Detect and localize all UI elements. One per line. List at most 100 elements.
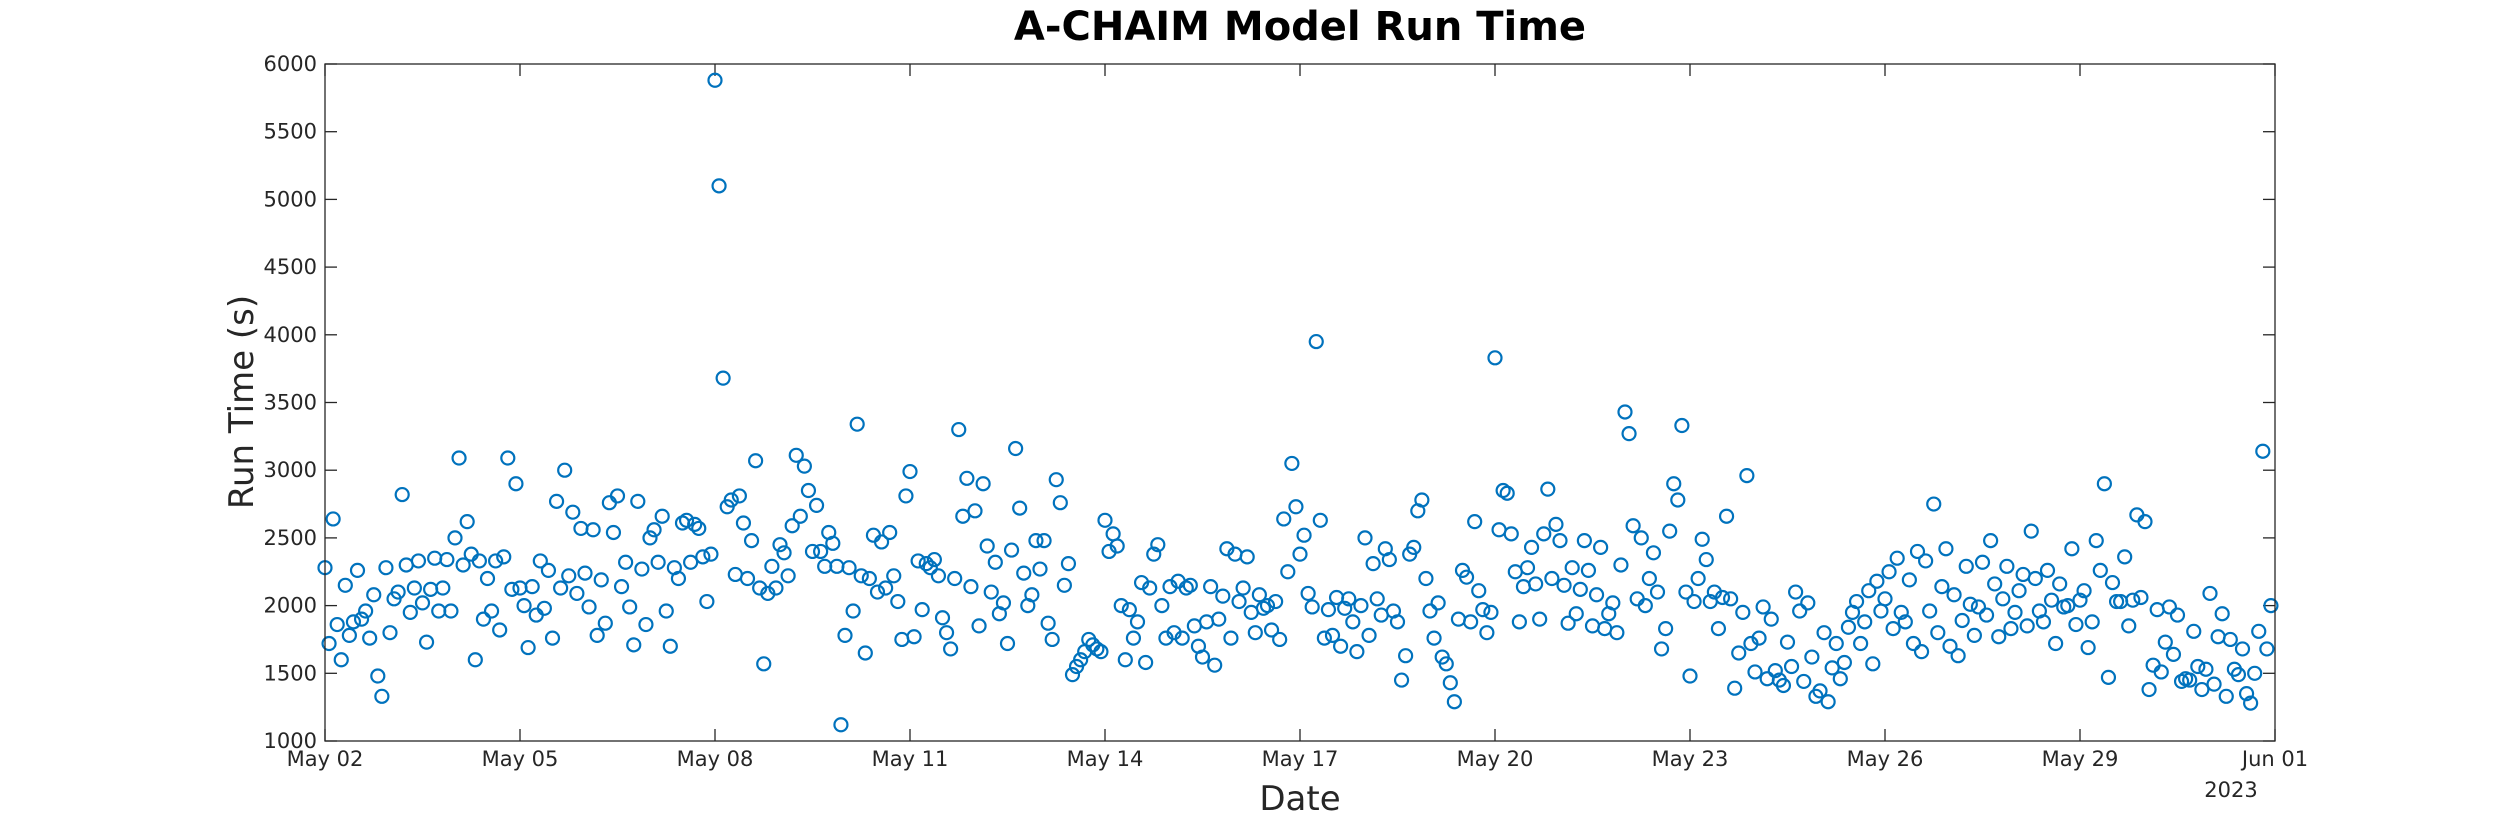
data-point bbox=[1487, 350, 1503, 366]
data-point bbox=[414, 595, 431, 611]
data-point bbox=[1446, 694, 1462, 710]
data-point bbox=[585, 522, 601, 538]
data-point bbox=[1885, 621, 1901, 637]
data-point bbox=[544, 630, 561, 646]
data-point bbox=[1223, 630, 1239, 646]
y-tick-label: 2500 bbox=[264, 526, 317, 550]
data-point bbox=[2060, 597, 2076, 614]
data-point bbox=[532, 553, 548, 569]
data-point bbox=[1978, 607, 1995, 623]
data-point bbox=[2145, 657, 2161, 673]
data-point bbox=[699, 593, 715, 610]
data-point bbox=[2194, 681, 2210, 698]
data-point bbox=[2019, 618, 2035, 634]
data-point bbox=[1357, 530, 1373, 546]
data-point bbox=[792, 508, 808, 524]
data-point bbox=[1690, 570, 1706, 587]
data-point bbox=[427, 550, 443, 566]
data-point bbox=[333, 652, 349, 668]
data-point bbox=[1893, 604, 1909, 620]
data-point bbox=[622, 599, 638, 615]
y-tick-label: 4500 bbox=[264, 255, 317, 279]
data-point bbox=[1816, 625, 1832, 641]
data-point bbox=[1946, 587, 1962, 603]
data-point bbox=[366, 587, 382, 603]
data-point bbox=[882, 524, 898, 541]
data-point bbox=[772, 537, 788, 553]
data-point bbox=[1016, 565, 1032, 581]
data-point bbox=[1710, 621, 1727, 637]
data-point bbox=[1418, 570, 1434, 587]
data-point bbox=[1251, 587, 1267, 603]
data-point bbox=[1857, 614, 1873, 630]
data-point bbox=[1471, 583, 1487, 599]
data-point bbox=[618, 554, 634, 570]
data-point bbox=[1869, 573, 1885, 589]
data-point bbox=[1560, 615, 1576, 631]
data-point bbox=[536, 600, 552, 616]
data-point bbox=[2149, 602, 2165, 618]
data-point bbox=[1714, 589, 1731, 606]
data-point bbox=[1987, 576, 2003, 592]
data-point bbox=[1288, 499, 1304, 515]
data-point bbox=[2007, 604, 2023, 620]
data-point bbox=[1463, 614, 1479, 630]
y-tick-label: 4000 bbox=[264, 323, 317, 347]
data-point bbox=[410, 553, 427, 569]
data-point bbox=[2092, 562, 2108, 578]
data-point bbox=[1198, 614, 1215, 630]
data-point bbox=[999, 635, 1016, 652]
data-point bbox=[739, 570, 756, 587]
data-point bbox=[2259, 641, 2275, 657]
data-point bbox=[1828, 635, 1844, 652]
data-point bbox=[1930, 625, 1946, 641]
data-point bbox=[2251, 623, 2267, 639]
plot-area bbox=[324, 63, 2276, 742]
data-point bbox=[2052, 576, 2068, 592]
data-point bbox=[2214, 606, 2230, 622]
data-point bbox=[833, 717, 849, 733]
data-point bbox=[1792, 603, 1808, 619]
data-point bbox=[1349, 644, 1365, 660]
data-point bbox=[727, 566, 743, 583]
data-point bbox=[1203, 579, 1219, 595]
data-point bbox=[597, 615, 613, 631]
data-point bbox=[1263, 622, 1280, 638]
x-tick-label: May 23 bbox=[1652, 747, 1729, 771]
data-point bbox=[1995, 591, 2011, 607]
data-point bbox=[1999, 558, 2015, 574]
data-point bbox=[2117, 549, 2133, 565]
data-point bbox=[959, 470, 975, 486]
data-point bbox=[2263, 597, 2279, 614]
data-point bbox=[748, 453, 764, 469]
data-point bbox=[1731, 645, 1747, 661]
data-point bbox=[390, 584, 406, 600]
data-points bbox=[317, 72, 2279, 733]
x-tick-label: May 05 bbox=[482, 747, 559, 771]
data-point bbox=[2157, 634, 2173, 650]
data-point bbox=[613, 579, 630, 595]
data-point bbox=[418, 634, 435, 650]
y-tick-label: 1000 bbox=[264, 729, 317, 753]
data-point bbox=[1097, 512, 1113, 528]
data-point bbox=[1735, 604, 1751, 620]
data-point bbox=[2255, 443, 2271, 459]
data-point bbox=[1645, 545, 1662, 561]
data-point bbox=[374, 688, 390, 704]
data-point bbox=[1682, 668, 1698, 684]
data-point bbox=[1666, 476, 1682, 492]
data-point bbox=[488, 553, 504, 569]
data-point bbox=[1272, 631, 1288, 648]
data-point bbox=[1475, 602, 1491, 618]
data-point bbox=[1296, 527, 1312, 543]
data-point bbox=[934, 610, 951, 626]
data-point bbox=[1853, 635, 1869, 652]
data-point bbox=[1333, 638, 1349, 654]
data-point bbox=[638, 616, 654, 633]
data-point bbox=[1991, 629, 2007, 645]
data-point bbox=[1556, 577, 1572, 593]
data-point bbox=[768, 580, 784, 596]
x-tick-label: May 26 bbox=[1847, 747, 1924, 771]
data-point bbox=[691, 520, 707, 537]
